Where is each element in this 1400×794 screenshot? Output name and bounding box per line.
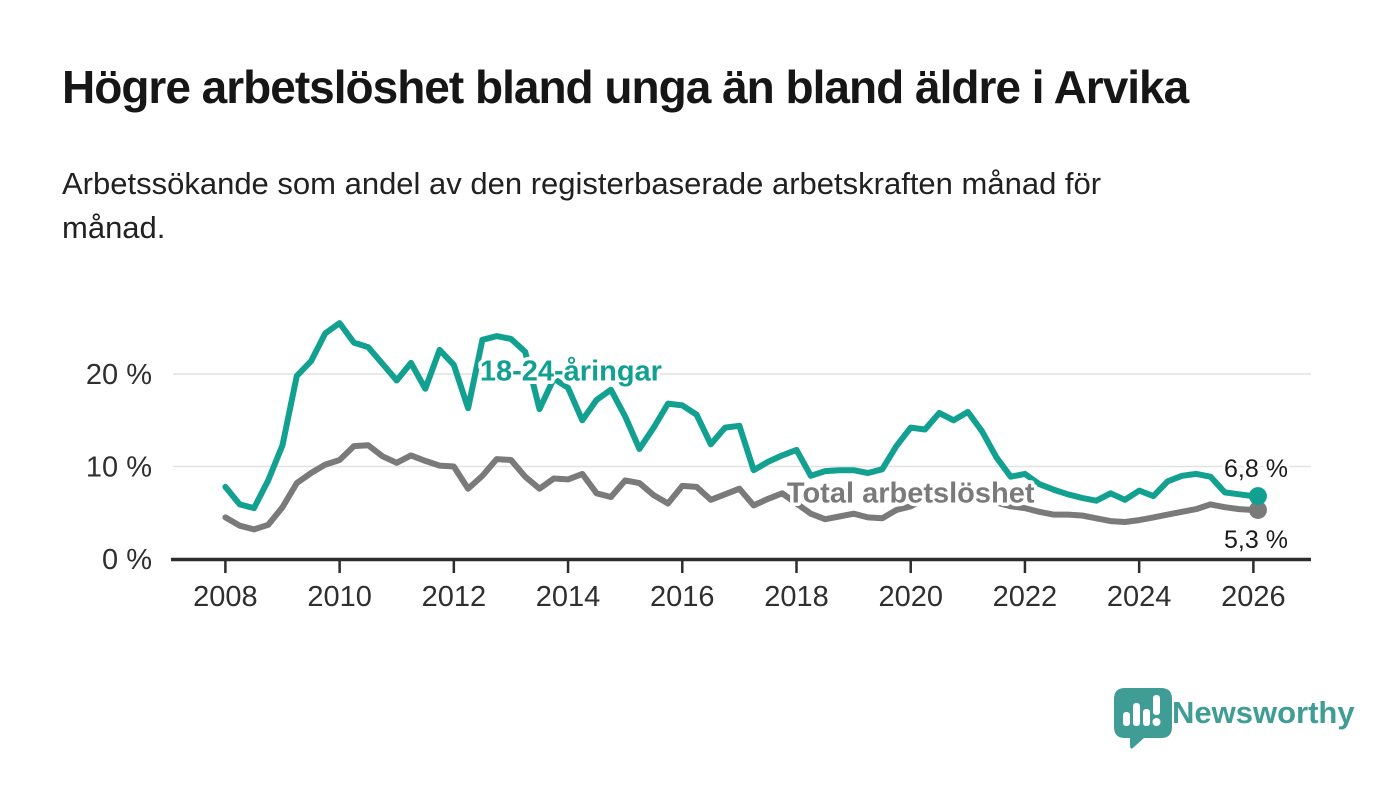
x-tick-label-2018: 2018: [764, 581, 829, 613]
series-line-0: [222, 442, 1261, 533]
x-tick-label-2016: 2016: [650, 581, 715, 613]
logo-bar-2: [1133, 703, 1140, 726]
newsworthy-wordmark: Newsworthy: [1172, 695, 1355, 730]
y-tick-label-0: 0 %: [102, 544, 152, 576]
chart-title: Högre arbetslöshet bland unga än bland ä…: [62, 61, 1189, 113]
y-tick-label-10: 10 %: [86, 452, 152, 484]
series-end-dot-0: [1248, 500, 1267, 519]
x-tick-label-2012: 2012: [422, 581, 487, 613]
chart-subtitle: Arbetssökande som andel av den registerb…: [62, 162, 1262, 250]
x-tick-label-2020: 2020: [878, 581, 943, 613]
newsworthy-logo-icon: [1114, 688, 1172, 749]
x-tick-label-2014: 2014: [536, 581, 601, 613]
logo-bar-3: [1143, 709, 1150, 726]
x-tick-label-2022: 2022: [993, 581, 1058, 613]
logo-exclamation-dot: [1152, 718, 1161, 726]
series-line-1: [222, 320, 1261, 512]
newsworthy-logo: Newsworthy: [1114, 688, 1355, 749]
series-label-1: 18-24-åringar: [480, 355, 662, 387]
chart-subtitle-line-1: Arbetssökande som andel av den registerb…: [62, 166, 1102, 201]
series-label-0: Total arbetslöshet: [787, 477, 1035, 509]
series-end-value-label-0: 5,3 %: [1224, 526, 1288, 554]
x-tick-label-2024: 2024: [1107, 581, 1172, 613]
logo-bar-1: [1123, 712, 1130, 726]
series-end-dot-1: [1248, 487, 1267, 506]
logo-exclamation-bar: [1153, 695, 1160, 715]
y-tick-label-20: 20 %: [86, 359, 152, 391]
series-end-value-label-1: 6,8 %: [1224, 455, 1288, 483]
x-tick-label-2026: 2026: [1221, 581, 1286, 613]
x-tick-label-2010: 2010: [307, 581, 372, 613]
x-tick-label-2008: 2008: [193, 581, 258, 613]
chart-subtitle-line-2: månad.: [62, 210, 166, 245]
